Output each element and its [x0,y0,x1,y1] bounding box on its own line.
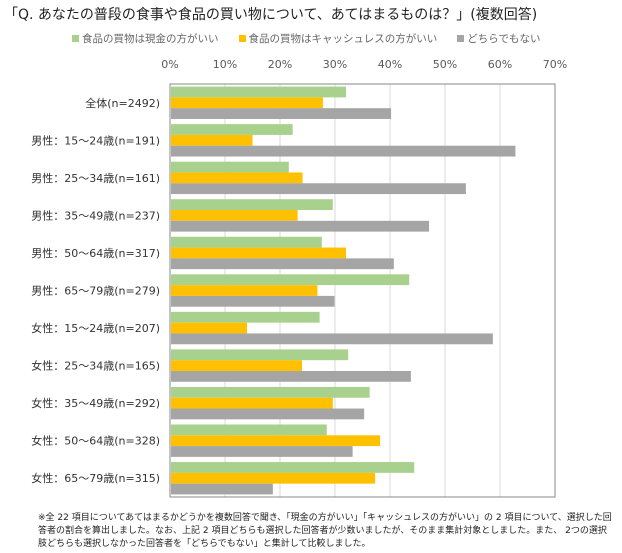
x-tick-label: 10% [213,58,237,71]
category-label: 全体(n=2492) [85,96,160,110]
category-label: 女性：50～64歳(n=328) [31,434,160,448]
legend-label: 食品の買物は現金の方がいい [82,33,219,45]
category-label: 男性：35～49歳(n=237) [31,208,160,222]
bar [171,145,516,157]
x-tick-label: 60% [488,58,512,71]
category-label: 女性：65～79歳(n=315) [31,471,160,485]
bar [171,220,430,232]
bar [171,472,376,484]
bar [171,124,293,135]
x-tick-label: 30% [323,58,347,71]
bar [171,435,381,447]
legend-item-cash: 食品の買物は現金の方がいい [72,31,219,46]
bar [171,97,323,109]
bar [171,446,353,457]
x-tick-label: 20% [268,58,292,71]
x-tick-label: 0% [161,58,178,71]
bar [171,183,466,195]
bar [171,295,335,307]
bar [171,408,365,420]
category-label: 男性：50～64歳(n=317) [31,246,160,260]
x-tick-label: 50% [433,58,457,71]
bar [171,134,253,146]
bar [171,161,289,173]
x-tick-label: 70% [543,58,567,71]
bar [171,386,370,398]
bar [171,311,320,323]
legend-item-cashless: 食品の買物はキャッシュレスの方がいい [238,31,438,46]
legend-item-neither: どちらでもない [457,31,540,46]
bar [171,274,410,286]
bar [171,462,415,473]
legend-swatch [238,35,246,42]
bar [171,199,333,211]
bar [171,360,302,371]
legend-swatch [72,35,79,42]
legend-swatch [457,35,465,42]
bar [171,258,394,270]
bar [171,86,346,98]
category-label: 女性：35～49歳(n=292) [31,396,160,410]
bar [171,370,411,382]
category-label: 男性：65～79歳(n=279) [31,284,160,298]
category-label: 女性：25～34歳(n=165) [31,359,160,373]
bar [171,247,346,259]
bar [171,108,392,119]
category-label: 男性：25～34歳(n=161) [31,171,160,185]
legend: 食品の買物は現金の方がいい 食品の買物はキャッシュレスの方がいい どちらでもない [72,31,540,46]
category-label: 男性：15～24歳(n=191) [31,133,160,147]
chart-title: 「Q. あなたの普段の食事や食品の買い物について、あてはまるものは？」(複数回答… [4,7,538,23]
category-label: 女性：15～24歳(n=207) [31,321,160,335]
bar [171,397,333,409]
bar [171,236,322,248]
plot-border [169,83,556,498]
bar [171,349,349,361]
bar [171,285,318,296]
bar [171,210,298,221]
x-tick-label: 40% [378,58,402,71]
bar [171,333,493,345]
bar [171,483,273,495]
bar [171,172,303,184]
legend-label: どちらでもない [467,33,541,45]
bar [171,424,327,436]
bar [171,322,247,334]
footnote: ※全 22 項目についてあてはまるかどうかを複数回答で聞き、「現金の方がいい」「… [38,513,612,549]
legend-label: 食品の買物はキャッシュレスの方がいい [248,33,438,45]
